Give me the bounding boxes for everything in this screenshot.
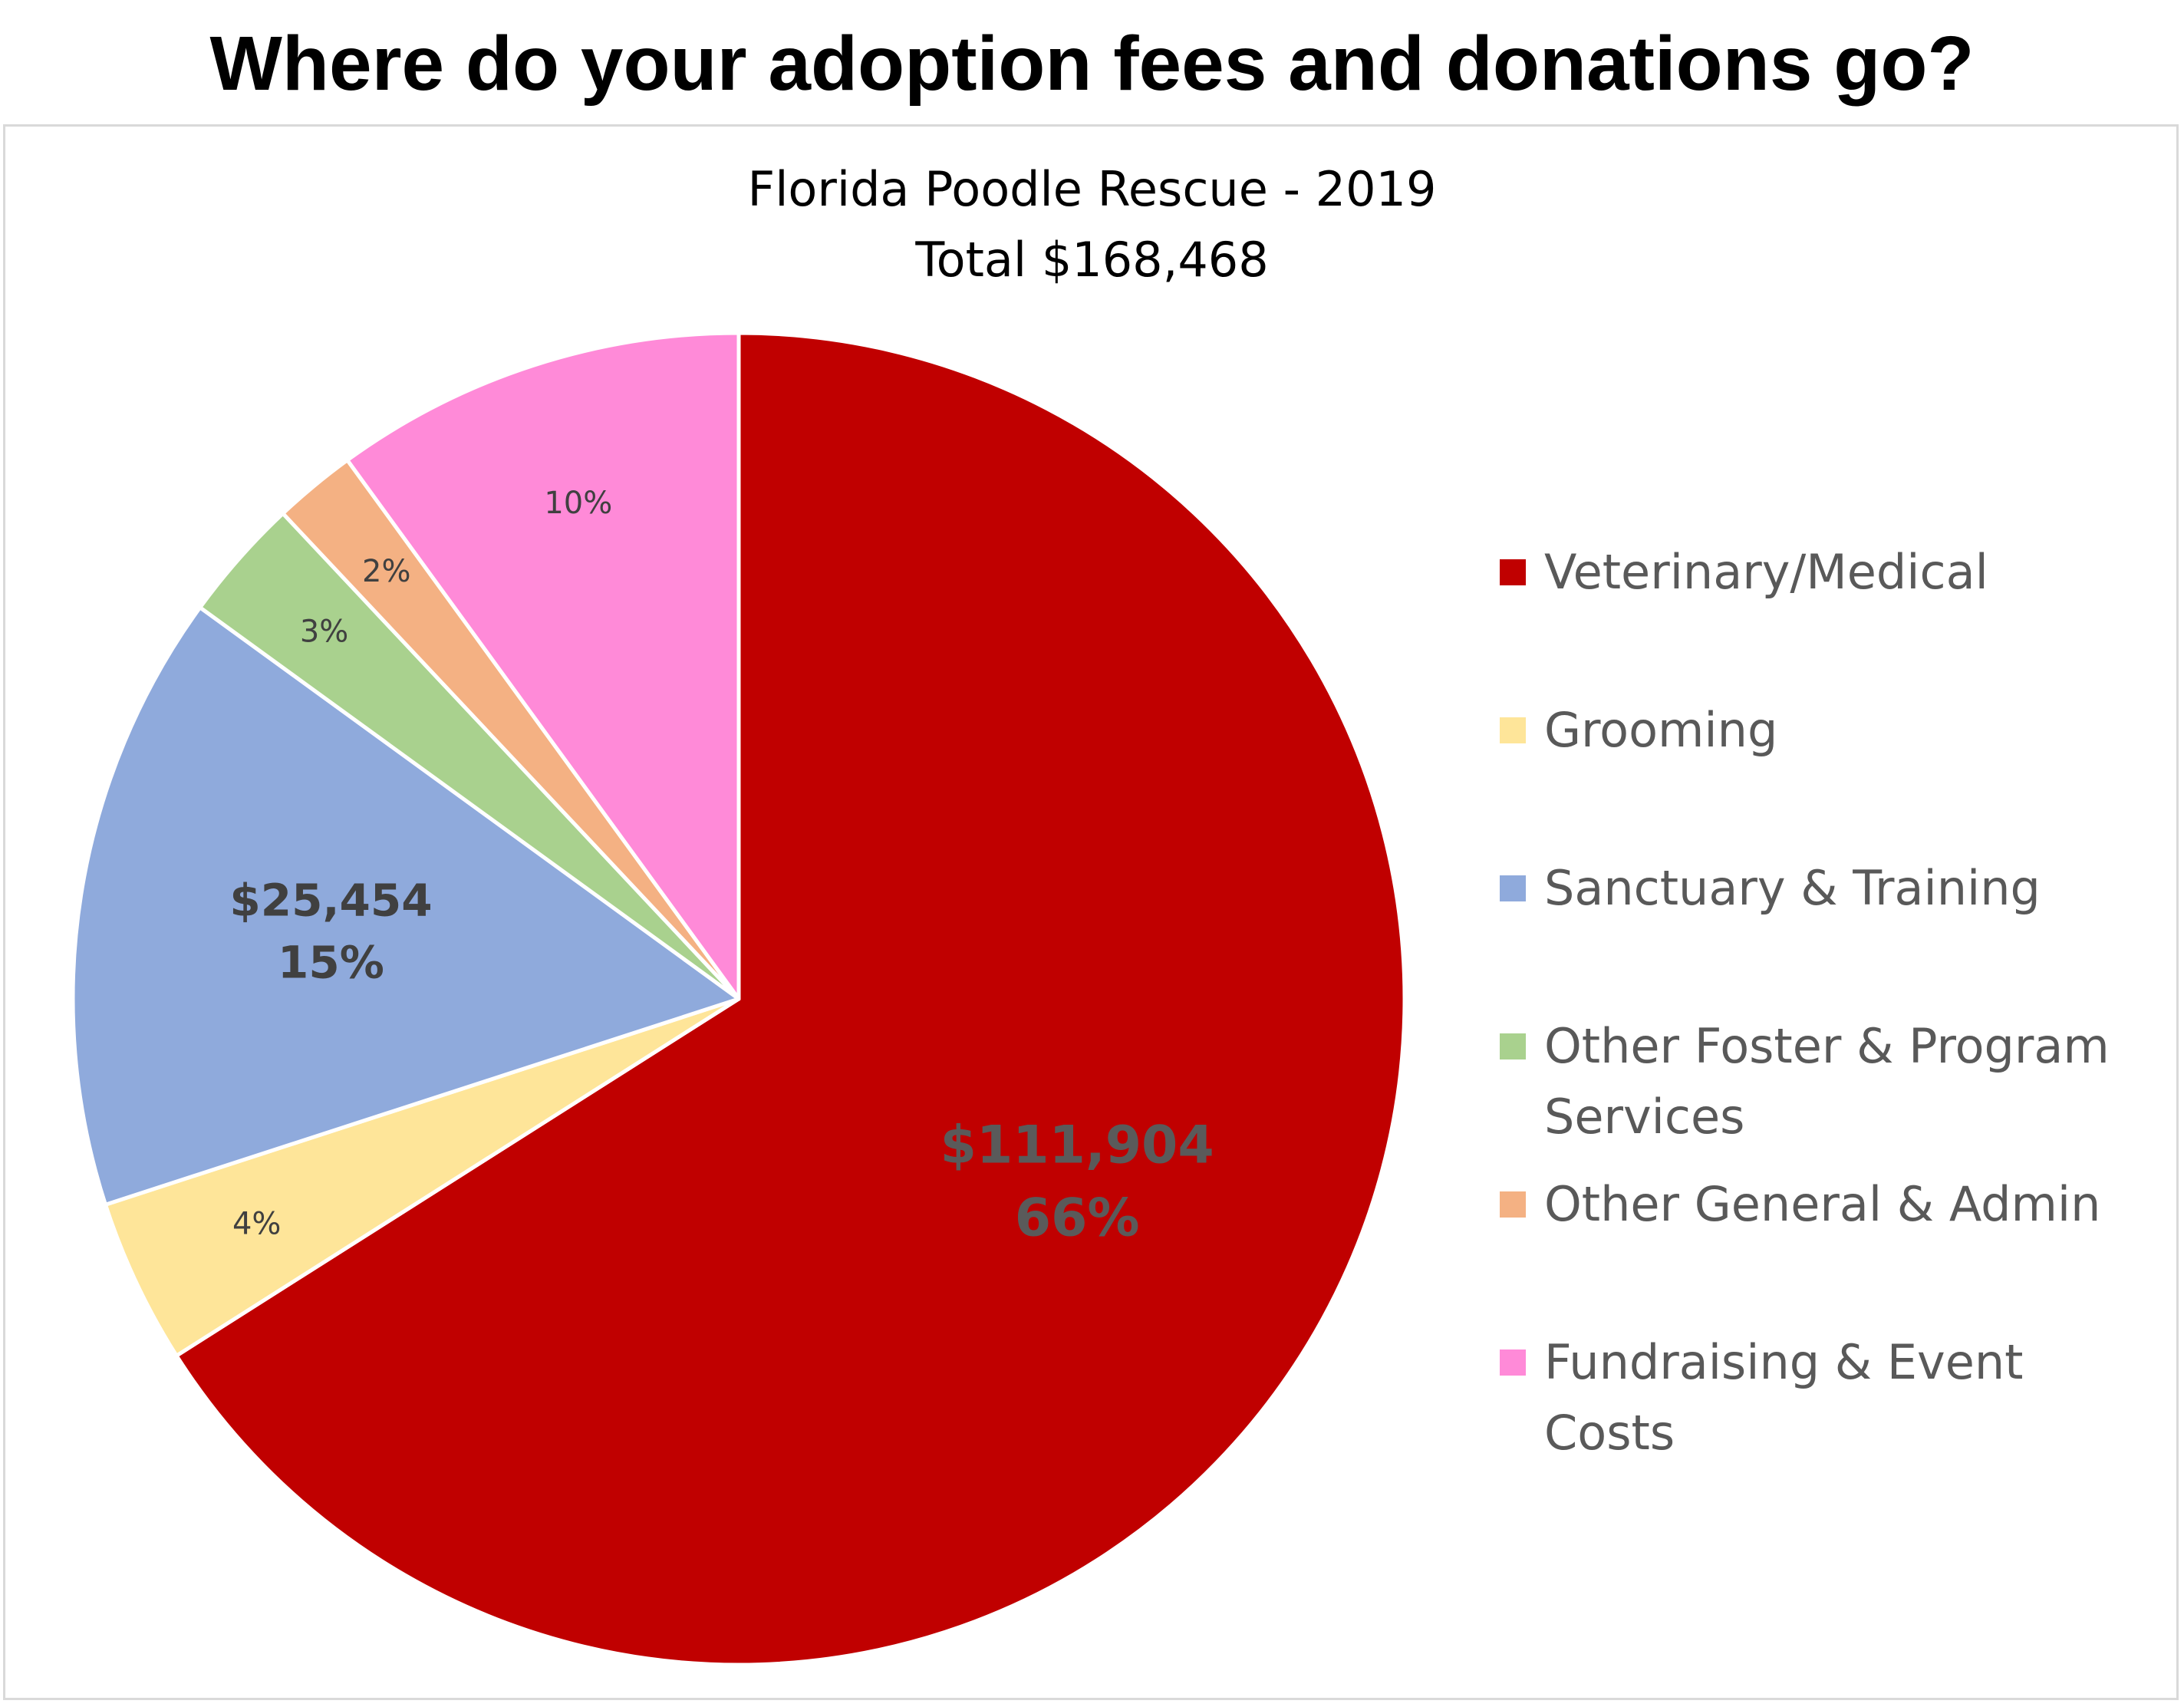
legend-label: Other Foster & Program Services [1544,1018,2110,1145]
page-title: Where do your adoption fees and donation… [209,21,1975,107]
legend-label: Veterinary/Medical [1544,544,1988,600]
pie-slice-sanctuary-training [71,605,741,1207]
legend-swatch [1500,1033,1526,1059]
legend-swatch [1500,875,1526,901]
legend-item-veterinary-medical: Veterinary/Medical [1500,537,2158,608]
legend-label: Other General & Admin [1544,1176,2101,1232]
legend-item-sanctuary-training: Sanctuary & Training [1500,853,2158,924]
slice-percent-label: 4% [232,1207,281,1242]
pie-slice-veterinary-medical [174,331,1407,1667]
legend-label: Grooming [1544,702,1778,758]
legend-item-fundraising-event-costs: Fundraising & Event Costs [1500,1327,2158,1468]
slice-percent-label: 3% [300,615,348,650]
slice-percent-label: 2% [362,554,410,589]
pie-slice-fundraising-event-costs [345,331,741,1001]
legend-item-grooming: Grooming [1500,695,2158,766]
slice-percent-label: 66% [1015,1188,1140,1249]
chart-subtitle: Total $168,468 [915,232,1269,288]
legend-swatch [1500,559,1526,585]
legend-swatch [1500,1191,1526,1218]
legend-item-other-foster-program-services: Other Foster & Program Services [1500,1011,2127,1152]
legend-label: Sanctuary & Training [1544,860,2041,916]
slice-percent-label: 10% [544,486,612,521]
legend-swatch [1500,717,1526,743]
legend-label: Fundraising & Event Costs [1544,1334,2024,1461]
slice-percent-label: 15% [278,937,384,989]
pie-slice-grooming [103,997,741,1358]
legend-swatch [1500,1349,1526,1376]
slice-amount-label: $25,454 [229,874,432,926]
slice-amount-label: $111,904 [940,1115,1214,1175]
legend-item-other-general-admin: Other General & Admin [1500,1169,2158,1240]
chart-title: Florida Poodle Rescue - 2019 [747,161,1437,217]
